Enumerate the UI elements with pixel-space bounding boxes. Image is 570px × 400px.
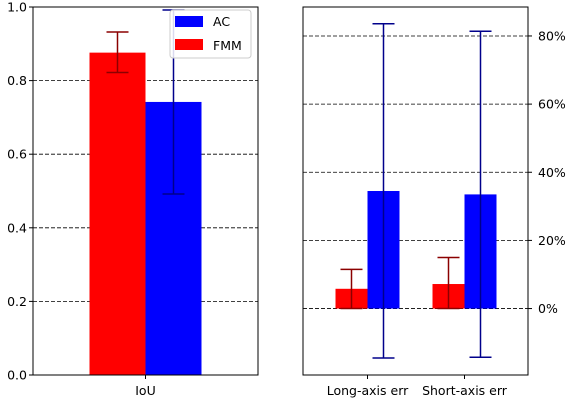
- iou-x-ticks: IoU: [135, 375, 156, 398]
- legend: AC FMM: [169, 9, 252, 59]
- iou-y-tick-label: 0.6: [7, 147, 27, 162]
- legend-label-fmm: FMM: [213, 38, 242, 53]
- axis-error-x-tick-label: Short-axis err: [422, 383, 508, 398]
- axis-error-y-ticks: 0% 20% 40% 60% 80%: [528, 28, 566, 316]
- iou-y-tick-label: 0.0: [7, 368, 27, 383]
- axis-error-y-tick-label: 60%: [538, 97, 566, 112]
- legend-label-ac: AC: [213, 14, 230, 29]
- axis-error-y-tick-label: 20%: [538, 233, 566, 248]
- iou-y-tick-label: 0.4: [7, 220, 27, 235]
- iou-y-tick-label: 1.0: [7, 0, 27, 15]
- iou-gridlines: [33, 80, 258, 302]
- iou-y-tick-label: 0.8: [7, 73, 27, 88]
- axis-error-error-bars: [340, 22, 492, 359]
- iou-bar-fmm: [89, 52, 146, 376]
- legend-swatch-fmm: [175, 39, 203, 50]
- axis-error-y-tick-label: 40%: [538, 165, 566, 180]
- axis-error-y-tick-label: 0%: [538, 301, 558, 316]
- axis-error-panel: 0% 20% 40% 60% 80% Long-axis err Short-axis e…: [302, 6, 566, 398]
- axis-error-x-ticks: Long-axis err Short-axis err: [327, 375, 508, 398]
- axis-error-y-tick-label: 80%: [538, 28, 566, 43]
- axis-error-x-tick-label: Long-axis err: [327, 383, 409, 398]
- legend-swatch-ac: [175, 16, 203, 27]
- axis-error-axes-frame: [302, 6, 529, 376]
- iou-y-tick-label: 0.2: [7, 294, 27, 309]
- iou-panel: 0.0 0.2 0.4 0.6 0.8 1.0 IoU AC FMM: [7, 0, 259, 398]
- iou-y-ticks: 0.0 0.2 0.4 0.6 0.8 1.0: [7, 0, 33, 383]
- iou-x-tick-label: IoU: [135, 383, 155, 398]
